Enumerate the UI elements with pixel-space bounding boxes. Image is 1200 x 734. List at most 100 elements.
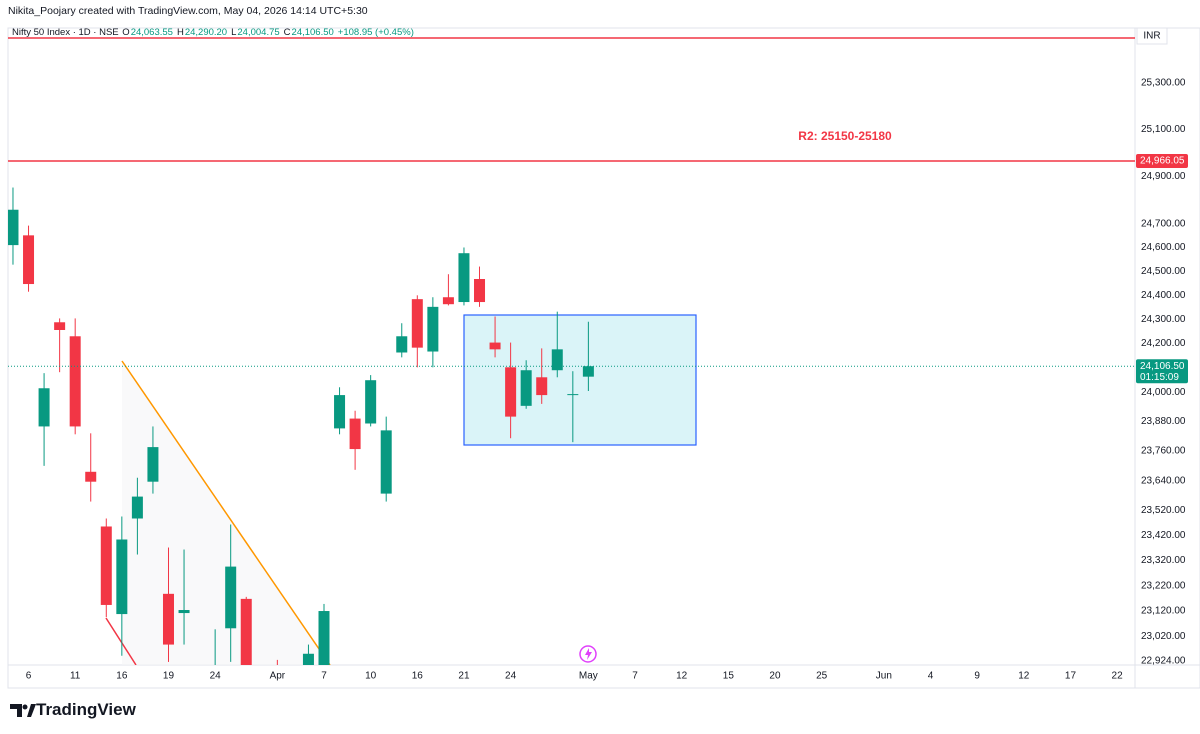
- candle-body: [427, 306, 439, 352]
- logo: [10, 704, 36, 717]
- last-price-box: [1136, 359, 1188, 384]
- candle-body: [442, 297, 454, 305]
- candle-body: [54, 322, 66, 330]
- y-tick-label: 23,220.00: [1141, 580, 1186, 591]
- x-tick-label: 24: [210, 671, 222, 682]
- candle-body: [536, 377, 548, 396]
- y-tick-label: 25,300.00: [1141, 78, 1186, 89]
- candle-body: [318, 611, 330, 665]
- x-tick-label: 21: [458, 671, 470, 682]
- y-tick-label: 25,100.00: [1141, 124, 1186, 135]
- y-tick-label: 24,900.00: [1141, 171, 1186, 182]
- x-tick-label: Apr: [270, 671, 286, 682]
- x-tick-label: 12: [676, 671, 688, 682]
- countdown: 01:15:09: [1140, 372, 1179, 383]
- event-icon-bolt: [585, 648, 592, 660]
- legend-value: 24,004.75: [237, 27, 280, 38]
- candle-body: [240, 598, 252, 665]
- y-tick-label: 24,400.00: [1141, 290, 1186, 301]
- x-tick-label: 11: [70, 671, 81, 682]
- legend-value: 24,063.55: [130, 27, 173, 38]
- legend-change: +108.95 (+0.45%): [337, 27, 414, 38]
- y-tick-label: 24,700.00: [1141, 218, 1186, 229]
- candle-body: [23, 235, 35, 285]
- frame: [7, 27, 1200, 689]
- candle-body: [69, 336, 81, 427]
- y-tick-label: 24,600.00: [1141, 242, 1186, 253]
- y-tick-label: 24,200.00: [1141, 338, 1186, 349]
- x-tick-label: 12: [1018, 671, 1030, 682]
- trendline: [105, 617, 137, 665]
- legend-key: C: [283, 27, 291, 38]
- y-tick-label: 23,120.00: [1141, 606, 1186, 617]
- candle-body: [458, 253, 470, 303]
- candle-body: [520, 370, 532, 406]
- x-tick-label: 15: [723, 671, 735, 682]
- candle-body: [131, 496, 143, 519]
- x-tick-label: 17: [1065, 671, 1077, 682]
- y-tick-label: 24,500.00: [1141, 266, 1186, 277]
- candle-body: [489, 342, 501, 350]
- y-tick-label: 24,000.00: [1141, 387, 1186, 398]
- y-tick-label: 24,300.00: [1141, 314, 1186, 325]
- candle-body: [334, 395, 346, 429]
- candle-body: [551, 349, 563, 371]
- y-tick-label: 22,924.00: [1141, 656, 1186, 667]
- x-tick-label: 16: [412, 671, 424, 682]
- currency-box: [1136, 27, 1168, 45]
- candle-body: [365, 380, 377, 424]
- y-tick-label: 23,640.00: [1141, 475, 1186, 486]
- legend-value: 24,106.50: [291, 27, 334, 38]
- price-label-box: [1136, 153, 1188, 168]
- candle-body: [178, 610, 190, 614]
- y-tick-label: 23,320.00: [1141, 555, 1186, 566]
- candle-body: [474, 279, 486, 303]
- price-label: 24,966.05: [1140, 156, 1185, 167]
- x-tick-label: 7: [632, 671, 638, 682]
- last-price-label: 24,106.50: [1140, 361, 1185, 372]
- y-tick-label: 23,880.00: [1141, 416, 1186, 427]
- candle-body: [505, 367, 517, 417]
- x-tick-label: 25: [816, 671, 828, 682]
- candle-body: [396, 336, 408, 353]
- attribution: Nikita_Poojary created with TradingView.…: [8, 5, 368, 17]
- x-tick-label: 4: [928, 671, 934, 682]
- candle-body: [567, 394, 579, 396]
- x-tick-label: 24: [505, 671, 517, 682]
- candle-body: [302, 653, 314, 665]
- series: [8, 187, 594, 665]
- trendline: [121, 360, 331, 665]
- candle-body: [162, 593, 174, 645]
- x-tick-label: 19: [163, 671, 175, 682]
- y-tick-label: 23,020.00: [1141, 631, 1186, 642]
- annotation: R2: 25150-25180: [798, 129, 892, 143]
- drawings: [8, 37, 1135, 665]
- legend-value: 24,290.20: [184, 27, 228, 38]
- x-tick-label: 6: [26, 671, 32, 682]
- candle-body: [38, 388, 50, 427]
- candle-body: [582, 366, 594, 377]
- x-tick-label: 9: [974, 671, 980, 682]
- legend-key: L: [231, 27, 237, 38]
- candle-body: [147, 447, 159, 482]
- candle-body: [380, 430, 392, 494]
- x-tick-label: Jun: [876, 671, 892, 682]
- candle-body: [411, 299, 423, 348]
- brand: TradingView: [36, 700, 136, 719]
- x-tick-label: 7: [321, 671, 327, 682]
- candle-body: [225, 566, 237, 629]
- legend: Nifty 50 Index · 1D · NSE O24,063.55 H24,…: [12, 27, 418, 38]
- candle-body: [349, 418, 361, 450]
- x-tick-label: 10: [365, 671, 377, 682]
- y-tick-label: 23,520.00: [1141, 505, 1186, 516]
- symbol: Nifty 50 Index · 1D · NSE: [12, 27, 119, 38]
- candle-body: [100, 526, 112, 605]
- legend-key: H: [176, 27, 184, 38]
- x-tick-label: 22: [1112, 671, 1124, 682]
- currency: INR: [1143, 31, 1160, 42]
- y-tick-label: 23,420.00: [1141, 530, 1186, 541]
- y-tick-label: 23,760.00: [1141, 446, 1186, 457]
- legend-key: O: [122, 27, 130, 38]
